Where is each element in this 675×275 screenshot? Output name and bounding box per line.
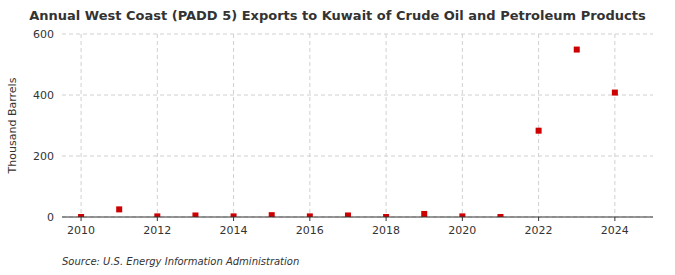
chart-container: Annual West Coast (PADD 5) Exports to Ku… [0, 0, 675, 275]
point [612, 90, 618, 96]
point [231, 213, 237, 217]
x-grid-line [538, 34, 539, 217]
point [192, 212, 198, 217]
x-grid-line [462, 34, 463, 217]
x-tick-label: 2020 [448, 224, 476, 237]
x-tick-label: 2012 [143, 224, 171, 237]
x-axis-line [62, 217, 653, 218]
y-tick-label: 400 [33, 89, 54, 102]
point [574, 47, 580, 53]
x-tick [81, 217, 82, 221]
y-grid-line [62, 95, 653, 96]
x-grid-line [309, 34, 310, 217]
title: Annual West Coast (PADD 5) Exports to Ku… [29, 8, 646, 23]
source-note: Source: U.S. Energy Information Administ… [62, 256, 299, 267]
y-axis-label: Thousand Barrels [6, 77, 19, 174]
x-tick [386, 217, 387, 221]
x-grid-line [233, 34, 234, 217]
y-grid-line [62, 156, 653, 157]
x-tick [309, 217, 310, 221]
point [345, 212, 351, 217]
points [78, 47, 618, 217]
x-tick-label: 2014 [220, 224, 248, 237]
x-axis: 2010 2012 2014 2016 2018 2020 2022 2024 [67, 217, 629, 237]
chart-svg: Annual West Coast (PADD 5) Exports to Ku… [0, 0, 675, 275]
x-tick [157, 217, 158, 221]
x-grid-line [614, 34, 615, 217]
x-tick [462, 217, 463, 221]
grid [62, 34, 653, 217]
y-axis: 0 200 400 600 [33, 28, 54, 224]
point [307, 213, 313, 217]
x-tick [538, 217, 539, 221]
point [459, 213, 465, 217]
x-grid-line [81, 34, 82, 217]
point [269, 212, 275, 217]
x-tick [233, 217, 234, 221]
point [154, 213, 160, 217]
x-tick-label: 2016 [296, 224, 324, 237]
y-grid-line [62, 217, 653, 218]
x-grid-line [386, 34, 387, 217]
point [116, 206, 122, 212]
y-tick-label: 0 [47, 211, 54, 224]
x-tick-label: 2024 [601, 224, 629, 237]
point [536, 128, 542, 134]
y-grid-line [62, 34, 653, 35]
point [421, 211, 427, 217]
x-tick-label: 2022 [525, 224, 553, 237]
x-tick [614, 217, 615, 221]
y-tick-label: 200 [33, 150, 54, 163]
x-tick-label: 2010 [67, 224, 95, 237]
y-tick-label: 600 [33, 28, 54, 41]
x-grid-line [157, 34, 158, 217]
x-tick-label: 2018 [372, 224, 400, 237]
